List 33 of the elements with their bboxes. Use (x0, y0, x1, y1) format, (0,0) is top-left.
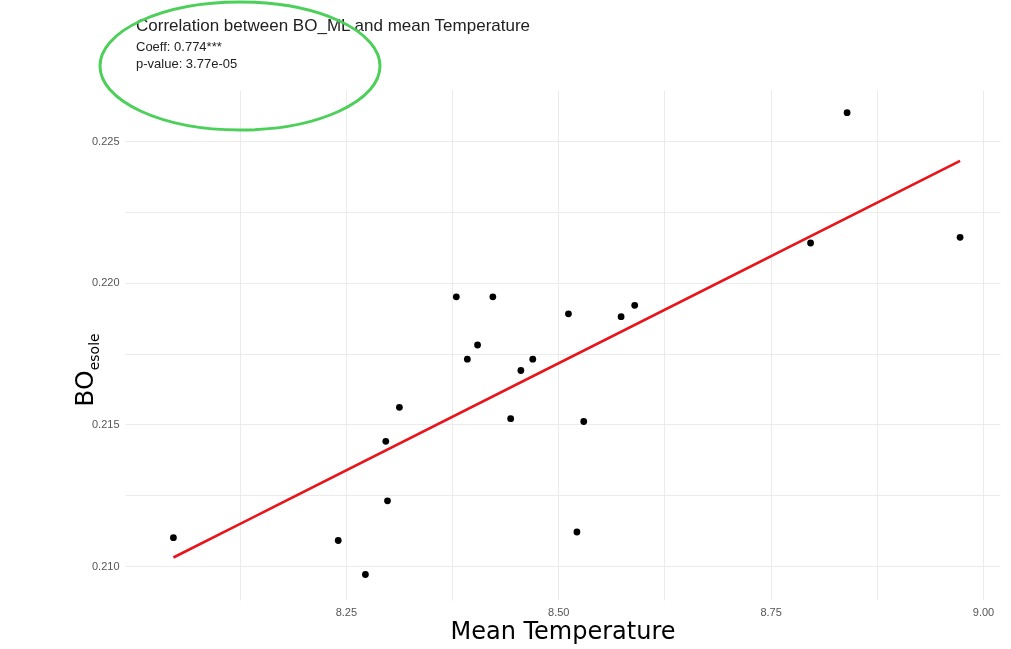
point (489, 293, 497, 301)
point (617, 313, 625, 321)
point (396, 403, 403, 411)
point (631, 301, 639, 309)
text: Coeff: 0.774*** (136, 39, 222, 54)
x-axis-title: Mean Temperature (450, 616, 676, 645)
point (517, 367, 525, 374)
point (170, 534, 177, 542)
point (807, 239, 814, 247)
point (580, 418, 588, 425)
point (334, 537, 342, 544)
point (573, 528, 581, 536)
point (956, 233, 964, 241)
y-tick-label: 0.210 (91, 559, 120, 572)
point (507, 415, 515, 423)
point (565, 310, 572, 318)
point (463, 355, 471, 363)
y-tick-label: 0.220 (91, 276, 120, 289)
x-tick-label: 8.25 (335, 605, 358, 618)
point (362, 571, 369, 578)
point (843, 109, 851, 117)
point (382, 437, 390, 445)
y-tick-label: 0.225 (91, 134, 120, 147)
point (474, 341, 481, 349)
point (452, 293, 460, 301)
y-tick-label: 0.215 (91, 417, 120, 430)
point (529, 355, 537, 363)
point (384, 497, 391, 505)
chart-title: Correlation between BO_ML and mean Temperature (136, 16, 531, 35)
x-tick-label: 8.50 (548, 605, 570, 618)
text: p-value: 3.77e-05 (136, 56, 238, 71)
x-tick-label: 9.00 (972, 605, 995, 618)
x-tick-label: 8.75 (760, 605, 782, 618)
